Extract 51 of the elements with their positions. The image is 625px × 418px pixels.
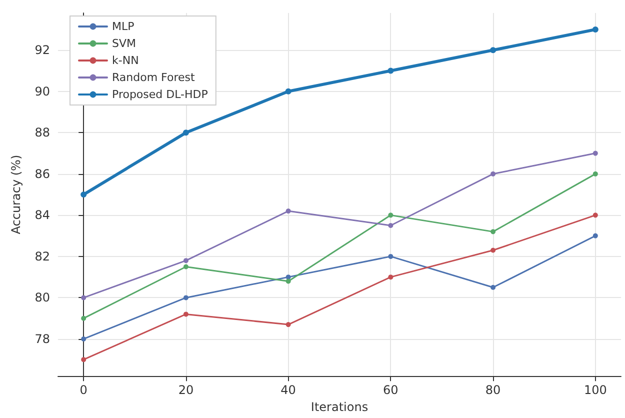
y-tick-label: 90 xyxy=(34,84,50,98)
y-axis-title: Accuracy (%) xyxy=(9,154,23,234)
point xyxy=(81,357,86,362)
point xyxy=(81,316,86,321)
point xyxy=(182,130,189,136)
point xyxy=(388,274,394,280)
legend-label: k-NN xyxy=(112,54,139,67)
legend-label: SVM xyxy=(112,37,136,50)
point xyxy=(490,284,496,290)
point xyxy=(285,88,292,94)
point xyxy=(388,212,394,218)
point xyxy=(81,295,86,300)
point xyxy=(490,47,496,54)
point xyxy=(592,233,598,238)
point xyxy=(286,274,291,280)
y-tick-label: 92 xyxy=(34,43,50,58)
y-tick-label: 82 xyxy=(34,249,50,264)
point xyxy=(286,278,291,284)
point xyxy=(80,192,87,198)
legend-label: Random Forest xyxy=(112,71,196,84)
y-tick-label: 78 xyxy=(34,332,50,346)
point xyxy=(490,229,496,234)
point xyxy=(490,248,496,253)
x-tick-label: 80 xyxy=(485,383,501,398)
point xyxy=(286,208,291,214)
point xyxy=(81,336,86,342)
y-tick-label: 88 xyxy=(34,126,50,140)
x-axis-title: Iterations xyxy=(310,400,368,414)
x-tick-label: 40 xyxy=(280,383,296,398)
legend-label: Proposed DL-HDP xyxy=(112,88,208,101)
point xyxy=(388,68,394,74)
legend-label: MLP xyxy=(112,20,135,33)
point xyxy=(286,322,291,328)
point xyxy=(592,150,598,156)
point xyxy=(388,222,394,228)
x-tick-label: 20 xyxy=(178,383,194,398)
y-tick-label: 86 xyxy=(34,166,50,181)
y-tick-label: 80 xyxy=(34,290,50,305)
point xyxy=(183,264,188,270)
point xyxy=(490,171,496,176)
point xyxy=(592,212,598,218)
point xyxy=(183,258,188,264)
x-tick-label: 60 xyxy=(383,383,398,398)
x-tick-label: 100 xyxy=(584,383,607,398)
y-tick-label: 84 xyxy=(34,208,50,222)
point xyxy=(592,171,598,176)
point xyxy=(388,254,394,259)
point xyxy=(183,295,188,300)
point xyxy=(183,312,188,317)
point xyxy=(592,26,598,33)
x-tick-label: 0 xyxy=(80,383,88,398)
